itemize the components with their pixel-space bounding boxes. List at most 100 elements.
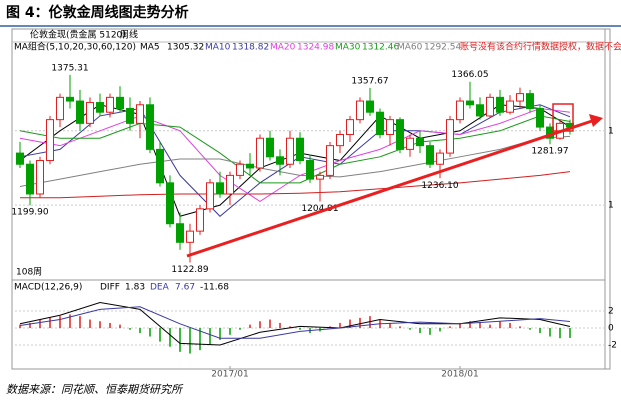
candle-body xyxy=(66,96,74,102)
legend-title: MA组合(5,10,20,30,60,120) xyxy=(14,41,136,53)
candle-body xyxy=(176,223,184,243)
candle-body xyxy=(366,100,374,113)
ma-line xyxy=(19,306,571,339)
candle-body xyxy=(216,182,224,195)
extreme-label: 1122.89 xyxy=(171,265,208,275)
legend-name: DIFF xyxy=(100,283,120,293)
legend-name: MA20 xyxy=(270,43,296,53)
candle-body xyxy=(46,119,54,162)
legend-value: -11.68 xyxy=(200,283,229,293)
candle-body xyxy=(486,96,494,117)
extreme-label: 1366.05 xyxy=(451,70,488,80)
candle-body xyxy=(56,96,64,121)
legend-value: 7.67 xyxy=(175,283,195,293)
candle-body xyxy=(306,160,314,180)
candle-body xyxy=(106,96,114,113)
candle-body xyxy=(276,156,284,165)
candle-body xyxy=(146,104,154,150)
extreme-label: 1204.91 xyxy=(301,204,338,214)
candle-body xyxy=(196,208,204,232)
candle-body xyxy=(156,148,164,184)
legend-value: 1312.46 xyxy=(362,43,399,53)
candle-body xyxy=(296,137,304,162)
candle-body xyxy=(286,137,294,165)
candle-body xyxy=(356,100,364,121)
candle-body xyxy=(16,152,24,165)
extreme-label: 1236.10 xyxy=(421,181,458,191)
figure-title: 图 4：伦敦金周线图走势分析 xyxy=(6,4,189,21)
legend-value: 1.83 xyxy=(125,283,145,293)
candle-body xyxy=(256,137,264,169)
candle-body xyxy=(266,137,274,158)
candle-body xyxy=(466,100,474,106)
legend-name: MA60 xyxy=(397,43,423,53)
chart-frame xyxy=(11,28,611,370)
candle-body xyxy=(376,111,384,136)
y-tick-label: 1 xyxy=(608,126,614,136)
candle-body xyxy=(236,163,244,176)
instrument: 伦敦金现(贵金属 5120) xyxy=(30,29,126,41)
legend-value: 1292.54 xyxy=(424,43,461,53)
ma-line xyxy=(19,104,571,217)
highlight-box xyxy=(552,103,574,132)
legend-name: MA30 xyxy=(335,43,361,53)
window-label: 108周 xyxy=(16,267,42,278)
arrow-head xyxy=(589,114,603,127)
candle-body xyxy=(316,174,324,180)
y-tick-label: 1 xyxy=(608,201,614,211)
candle-body xyxy=(186,230,194,243)
candle-body xyxy=(136,104,144,124)
candle-body xyxy=(456,100,464,121)
candle-body xyxy=(536,107,544,128)
period: 周线 xyxy=(120,29,138,41)
extreme-label: 1199.90 xyxy=(11,208,48,218)
ma-line xyxy=(19,115,571,184)
candle-body xyxy=(86,102,94,124)
candle-body xyxy=(506,100,514,113)
source: 数据来源：同花顺、恒泰期货研究所 xyxy=(6,383,184,396)
candle-body xyxy=(476,104,484,117)
candle-body xyxy=(326,145,334,176)
candle-body xyxy=(386,119,394,136)
legend-value: 1305.32 xyxy=(167,43,204,53)
candle-body xyxy=(116,96,124,109)
ma-line xyxy=(19,302,571,346)
x-tick-label: 2017/01 xyxy=(211,370,248,380)
y-tick-label: -2 xyxy=(608,341,617,351)
candle-body xyxy=(406,137,414,150)
macd-title: MACD(12,26,9) xyxy=(14,283,82,293)
candle-body xyxy=(36,160,44,195)
x-tick-label: 2018/01 xyxy=(441,370,478,380)
ma-line xyxy=(20,171,571,199)
y-tick-label: 0 xyxy=(608,324,614,334)
candle-body xyxy=(426,145,434,165)
ma-line xyxy=(19,135,571,188)
candle-body xyxy=(396,119,404,150)
candle-body xyxy=(166,182,174,225)
candle-body xyxy=(226,174,234,195)
extreme-label: 1357.67 xyxy=(351,76,388,86)
candle-body xyxy=(26,163,34,195)
y-tick-label: 2 xyxy=(608,307,614,317)
candle-body xyxy=(416,137,424,147)
legend-value: 1318.82 xyxy=(232,43,269,53)
candle-body xyxy=(76,100,84,124)
legend-name: DEA xyxy=(150,283,170,293)
candle-body xyxy=(446,119,454,154)
candle-body xyxy=(126,107,134,124)
note: 账号没有该合约行情数据授权，数据不会更新 xyxy=(460,41,621,53)
candle-body xyxy=(346,119,354,136)
candle-body xyxy=(436,152,444,165)
candle-body xyxy=(516,93,524,102)
candle-body xyxy=(496,96,504,113)
candle-body xyxy=(526,93,534,109)
candle-body xyxy=(96,102,104,113)
legend-name: MA10 xyxy=(205,43,231,53)
candle-body xyxy=(206,182,214,210)
legend-name: MA5 xyxy=(140,43,160,53)
candle-body xyxy=(336,134,344,147)
extreme-label: 1375.31 xyxy=(51,63,88,73)
legend-value: 1324.98 xyxy=(297,43,334,53)
trend-arrow xyxy=(186,119,593,258)
